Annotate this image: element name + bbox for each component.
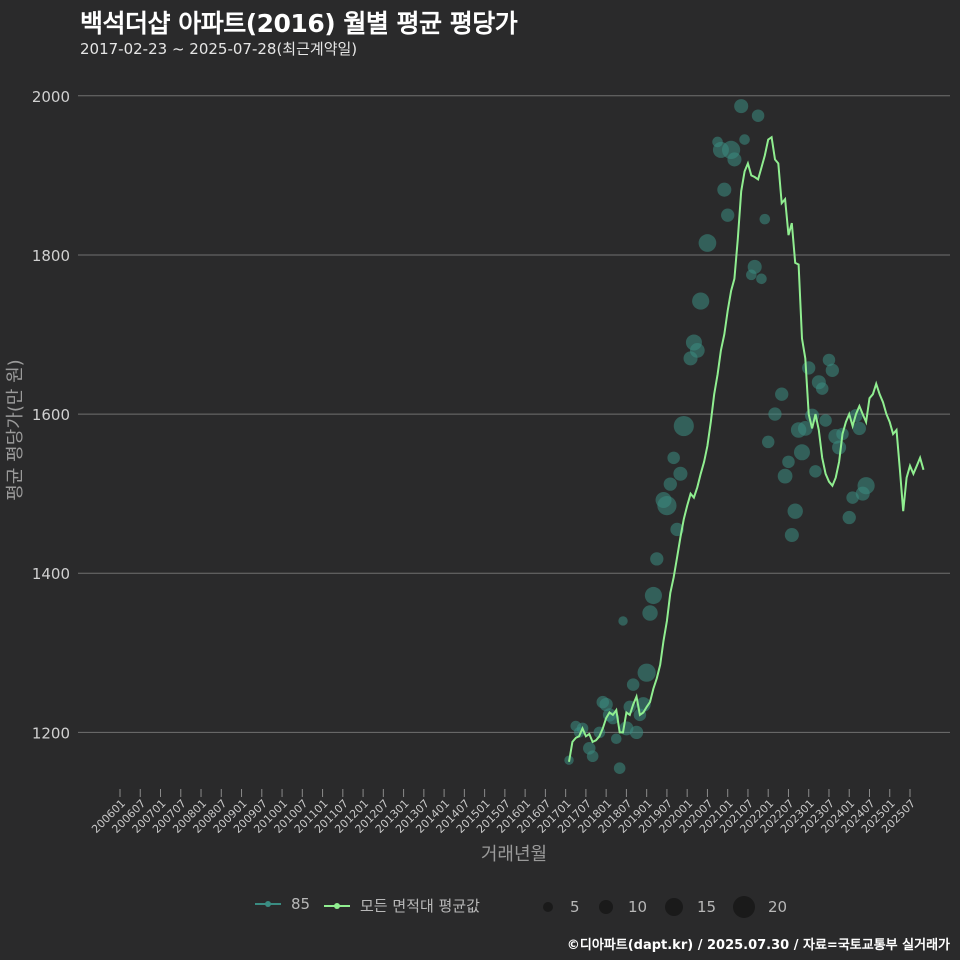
point-85-49 bbox=[761, 435, 775, 449]
source-caption: ©디아파트(dapt.kr) / 2025.07.30 / 자료=국토교통부 실… bbox=[566, 938, 950, 953]
legend-label-85: 85 bbox=[291, 895, 311, 913]
point-85-71 bbox=[846, 491, 859, 504]
legend-size-20-label: 20 bbox=[768, 898, 788, 916]
point-85-29 bbox=[673, 466, 688, 481]
point-85-42 bbox=[734, 99, 749, 114]
point-85-45 bbox=[747, 259, 762, 274]
point-85-65 bbox=[822, 353, 836, 367]
point-85-27 bbox=[667, 451, 680, 465]
point-85-47 bbox=[756, 273, 767, 285]
point-85-12 bbox=[613, 762, 626, 774]
legend-item-avg: 모든 면적대 평균값 bbox=[324, 895, 480, 916]
x-tick-labels: 2006012006072007012007072008012008072009… bbox=[89, 789, 918, 836]
point-85-48 bbox=[759, 213, 771, 225]
point-85-41 bbox=[727, 152, 742, 167]
point-85-35 bbox=[698, 234, 717, 252]
point-85-17 bbox=[629, 725, 644, 740]
point-85-16 bbox=[626, 678, 640, 691]
point-85-64 bbox=[819, 414, 832, 427]
point-85-5 bbox=[586, 750, 599, 763]
point-85-63 bbox=[815, 382, 829, 395]
size-20-icon bbox=[733, 896, 755, 918]
point-85-73 bbox=[852, 421, 867, 436]
y-tick-1800: 1800 bbox=[32, 247, 70, 265]
legend-line-avg-icon bbox=[324, 902, 350, 909]
series-85-points bbox=[564, 99, 875, 774]
point-85-70 bbox=[842, 510, 856, 525]
legend-size-10: 10 bbox=[594, 895, 647, 919]
legend-size-15: 15 bbox=[661, 895, 716, 919]
point-85-54 bbox=[784, 528, 799, 543]
point-85-55 bbox=[787, 503, 803, 519]
size-10-icon bbox=[599, 900, 613, 914]
legend-size-5: 5 bbox=[536, 895, 580, 919]
legend-item-85: 85 bbox=[255, 895, 310, 913]
point-85-25 bbox=[657, 495, 677, 516]
y-tick-2000: 2000 bbox=[32, 88, 70, 106]
point-85-33 bbox=[689, 343, 705, 358]
point-85-11 bbox=[610, 733, 622, 745]
legend-size-15-label: 15 bbox=[697, 898, 717, 916]
chart-subtitle: 2017-02-23 ~ 2025-07-28(최근계약일) bbox=[80, 40, 358, 58]
point-85-8 bbox=[599, 697, 613, 712]
y-tick-1400: 1400 bbox=[32, 565, 70, 583]
series-avg-line bbox=[568, 135, 925, 762]
point-85-61 bbox=[809, 465, 822, 478]
legend-size-5-label: 5 bbox=[570, 898, 580, 916]
size-15-icon bbox=[665, 898, 683, 916]
point-85-30 bbox=[673, 415, 694, 437]
point-85-66 bbox=[825, 363, 840, 377]
point-85-75 bbox=[857, 477, 875, 495]
legend: 85 모든 면적대 평균값 5 10 15 20 bbox=[0, 895, 960, 919]
point-85-50 bbox=[768, 407, 782, 421]
point-85-59 bbox=[802, 361, 816, 375]
legend-size-10-label: 10 bbox=[628, 898, 648, 916]
point-85-52 bbox=[777, 468, 793, 484]
point-85-51 bbox=[775, 387, 789, 401]
point-85-26 bbox=[663, 477, 677, 491]
y-tick-labels: 1200 1400 1600 1800 2000 bbox=[32, 88, 70, 743]
point-85-53 bbox=[782, 455, 795, 469]
legend-size-20: 20 bbox=[730, 895, 787, 919]
point-85-13 bbox=[618, 616, 628, 626]
point-85-21 bbox=[642, 605, 658, 621]
legend-line-85-icon bbox=[255, 901, 281, 907]
point-85-46 bbox=[751, 109, 765, 122]
point-85-57 bbox=[793, 444, 810, 461]
point-85-68 bbox=[832, 440, 847, 455]
point-85-38 bbox=[717, 182, 732, 197]
point-85-20 bbox=[637, 663, 656, 682]
x-axis-label: 거래년월 bbox=[481, 844, 547, 865]
size-5-icon bbox=[543, 902, 553, 912]
point-85-58 bbox=[797, 421, 813, 436]
y-tick-1600: 1600 bbox=[32, 406, 70, 424]
point-85-34 bbox=[692, 292, 710, 310]
point-85-22 bbox=[644, 586, 663, 605]
y-axis-label: 평균 평당가(만 원) bbox=[5, 359, 26, 500]
point-85-39 bbox=[721, 208, 735, 222]
chart-title: 백석더샵 아파트(2016) 월별 평균 평당가 bbox=[80, 9, 518, 38]
point-85-43 bbox=[739, 134, 750, 145]
legend-label-avg: 모든 면적대 평균값 bbox=[360, 897, 480, 915]
point-85-23 bbox=[650, 552, 664, 566]
y-tick-1200: 1200 bbox=[32, 724, 70, 742]
grid-lines bbox=[78, 95, 950, 733]
